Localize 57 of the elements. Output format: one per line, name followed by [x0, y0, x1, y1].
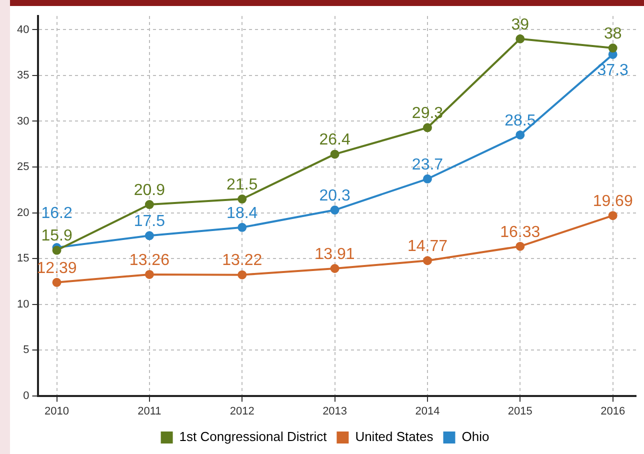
data-label: 21.5	[226, 176, 258, 194]
x-tick-label: 2010	[44, 405, 70, 418]
data-label: 19.69	[592, 193, 633, 210]
point	[330, 206, 340, 215]
point	[238, 222, 247, 232]
x-tick-label: 2015	[508, 405, 532, 418]
data-label: 14.77	[407, 238, 448, 256]
y-tick-label: 15	[16, 252, 30, 265]
y-tick-label: 30	[16, 115, 30, 128]
data-label: 23.7	[412, 156, 444, 174]
x-tick-label: 2014	[415, 405, 440, 418]
data-label: 18.4	[226, 204, 258, 222]
point	[516, 34, 525, 44]
y-tick-label: 20	[16, 206, 30, 219]
data-label: 29.3	[412, 105, 444, 122]
data-label: 13.26	[129, 252, 170, 269]
point	[516, 242, 525, 251]
data-label: 20.3	[319, 187, 350, 204]
point	[52, 278, 62, 287]
data-label: 39	[511, 16, 530, 34]
data-label: 26.4	[319, 132, 350, 149]
data-label: 13.91	[314, 246, 355, 263]
point	[330, 150, 340, 159]
data-label: 16.2	[41, 204, 72, 222]
x-tick-label: 2016	[600, 405, 626, 418]
data-label: 20.9	[134, 182, 166, 199]
data-label: 15.9	[41, 228, 72, 245]
y-tick-label: 5	[23, 344, 30, 356]
x-tick-label: 2011	[138, 405, 162, 418]
y-tick-label: 10	[16, 298, 30, 310]
y-tick-label: 25	[16, 161, 30, 174]
point	[238, 194, 247, 204]
y-tick-label: 35	[16, 70, 30, 82]
point	[608, 44, 618, 53]
legend-label: United States	[355, 429, 434, 444]
data-label: 16.33	[500, 224, 540, 241]
point	[144, 231, 154, 240]
data-label: 38	[604, 25, 622, 42]
data-label: 13.22	[222, 252, 262, 270]
legend-label: Ohio	[462, 429, 490, 444]
y-tick-label: 0	[23, 390, 30, 402]
point	[330, 264, 340, 273]
data-label: 17.5	[134, 213, 166, 230]
point	[52, 246, 62, 255]
point	[516, 130, 525, 140]
point	[608, 211, 618, 220]
point	[422, 123, 432, 132]
x-tick-label: 2012	[230, 405, 254, 418]
point	[422, 256, 432, 266]
point	[144, 270, 154, 279]
legend-label: 1st Congressional District	[179, 429, 328, 444]
point	[144, 200, 154, 210]
data-label: 37.3	[597, 62, 629, 79]
point	[422, 174, 432, 184]
point	[238, 270, 247, 280]
y-tick-label: 40	[16, 24, 30, 36]
x-tick-label: 2013	[322, 405, 348, 418]
